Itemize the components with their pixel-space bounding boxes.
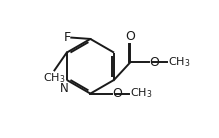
Text: O: O [149,56,159,69]
Text: F: F [64,31,71,44]
Text: N: N [60,82,69,95]
Text: O: O [112,87,122,100]
Text: CH$_3$: CH$_3$ [43,71,66,85]
Text: CH$_3$: CH$_3$ [130,87,152,100]
Text: CH$_3$: CH$_3$ [168,55,190,69]
Text: O: O [125,30,135,43]
